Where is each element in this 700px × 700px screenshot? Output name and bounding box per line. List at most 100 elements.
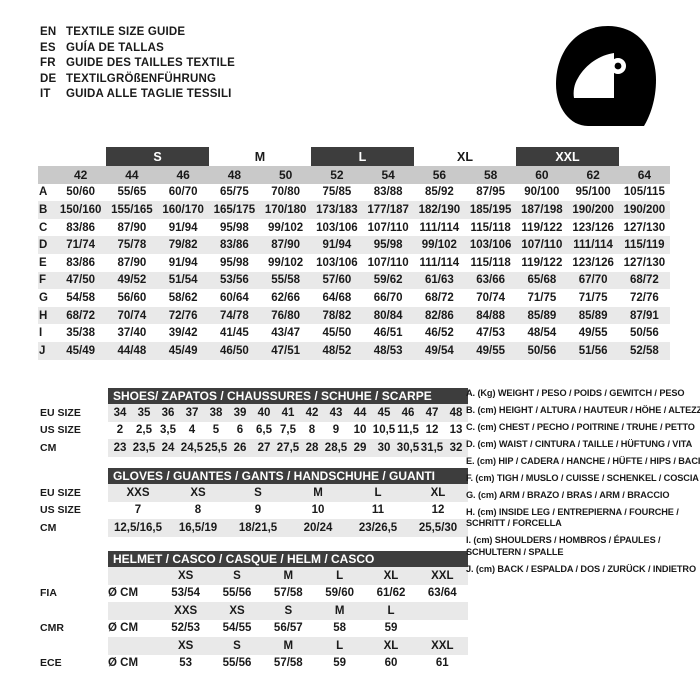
cell-value: 9	[332, 424, 340, 437]
cell-value: S	[254, 486, 262, 499]
measurement-key: B	[39, 203, 48, 216]
table-row: EU SIZE XXS XS S M L XL	[38, 484, 468, 502]
row-values: 12,5/16,5 16,5/19 18/21,5 20/24 23/26,5 25,5/…	[108, 519, 468, 537]
size-number: 48	[227, 167, 242, 182]
measurement-value: 83/86	[219, 239, 249, 252]
measurement-value: 103/106	[316, 221, 358, 234]
legend-item: B. (cm) HEIGHT / ALTURA / HAUTEUR / HÖHE…	[466, 405, 700, 417]
measurement-value: 60/70	[168, 186, 198, 199]
measurement-value: 127/130	[623, 256, 666, 269]
measurement-value: 70/74	[117, 309, 147, 322]
measurement-value: 85/89	[578, 309, 608, 322]
measurement-value: 150/160	[59, 203, 102, 216]
helmet-size-label: L	[387, 604, 395, 617]
measurement-value: 35/38	[66, 327, 96, 340]
row-label: CM	[40, 441, 57, 454]
unit-label: Ø CM	[108, 657, 139, 670]
row-values: XS S M L XL XXL	[108, 567, 468, 585]
legend-key: I. (cm)	[466, 535, 493, 546]
size-number: 54	[381, 167, 395, 182]
cell-value: 26	[233, 441, 247, 454]
size-number: 62	[586, 167, 600, 182]
helmet-size-label: L	[336, 569, 344, 582]
measurement-value: 46/50	[219, 344, 249, 357]
cell-value: 6	[236, 424, 244, 437]
cell-value: 24,5	[180, 441, 204, 454]
size-number: 46	[176, 167, 190, 182]
cell-value: 5	[212, 424, 220, 437]
measurement-value: 48/53	[373, 344, 403, 357]
legend-item: E. (cm) HIP / CADERA / HANCHE / HÜFTE / …	[466, 456, 700, 468]
size-number: 42	[73, 167, 88, 182]
measurement-value: 45/49	[66, 344, 96, 357]
measurement-value: 75/85	[322, 186, 352, 199]
legend-item: D. (cm) WAIST / CINTURA / TAILLE / HÜFTU…	[466, 439, 694, 451]
helmet-measure-value: 60	[384, 657, 398, 670]
language-code: IT	[40, 88, 51, 100]
language-title: GUIDA ALLE TAGLIE TESSILI	[66, 88, 232, 100]
cell-value: 24	[161, 441, 175, 454]
measurement-value: 50/56	[527, 344, 557, 357]
helmet-title: HELMET / CASCO / CASQUE / HELM / CASCO	[108, 551, 468, 567]
measurement-value: 59/62	[373, 274, 403, 287]
helmet-measure-value: 55/56	[222, 657, 252, 670]
cell-value: 23	[113, 441, 127, 454]
measurement-value: 55/58	[271, 274, 301, 287]
measurement-value: 87/90	[271, 239, 301, 252]
cell-value: 31,5	[420, 441, 444, 454]
helmet-size-label: L	[336, 639, 344, 652]
helmet-measure-value: 58	[333, 622, 347, 635]
row-values: 2 2,5 3,5 4 5 6 6,5 7,5 8 9 10 10,5 11,5 12 13	[108, 421, 468, 439]
measurement-value: 46/51	[373, 327, 403, 340]
measurement-value: 57/60	[322, 274, 352, 287]
row-values: 34 35 36 37 38 39 40 41 42 43 44 45 46 47 48	[108, 404, 468, 422]
table-row: EU SIZE 34 35 36 37 38 39 40 41 42 43 44 45 46 47 48	[38, 404, 468, 422]
measurement-value: 91/94	[168, 256, 198, 269]
measurement-value: 91/94	[168, 221, 198, 234]
helmet-size-label: XL	[383, 639, 399, 652]
cell-value: 11,5	[397, 424, 419, 437]
cell-value: 3,5	[160, 424, 176, 437]
cell-value: 32	[449, 441, 463, 454]
gloves-title: GLOVES / GUANTES / GANTS / HANDSCHUHE / …	[108, 468, 468, 484]
racing-helmet-icon	[548, 22, 668, 134]
table-row: D 71/74 75/78 79/82 83/86 87/90 91/94 95/98 99/1…	[38, 236, 670, 254]
measurement-key: H	[39, 309, 48, 322]
measurement-key: G	[39, 291, 48, 304]
helmet-measure-value: 52/53	[171, 622, 201, 635]
measurement-value: 99/102	[268, 221, 304, 234]
language-row: DE TEXTILGRÖßENFÜHRUNG	[40, 73, 235, 89]
measurement-value: 68/72	[629, 274, 659, 287]
measurement-value: 107/110	[367, 256, 409, 269]
language-header: EN TEXTILE SIZE GUIDE ES GUÍA DE TALLAS FR GU…	[40, 26, 235, 104]
measurement-legend: A. (Kg) WEIGHT / PESO / POIDS / GEWITCH …	[466, 388, 700, 581]
measurement-value: 173/183	[316, 203, 358, 216]
cell-value: 13	[449, 424, 463, 437]
table-row: J 45/49 44/48 45/49 46/50 47/51 48/52 48/53 49/5…	[38, 341, 670, 360]
size-number: 50	[278, 167, 293, 182]
measurement-value: 56/60	[117, 291, 147, 304]
cell-value: 25,5/30	[418, 521, 458, 534]
measurement-value: 37/40	[117, 327, 147, 340]
legend-text: SHOULDERS / HOMBROS / ÉPAULES / SCHULTER…	[466, 535, 661, 558]
measurement-value: 83/88	[373, 186, 403, 199]
measurement-value: 49/54	[424, 344, 454, 357]
legend-item: H. (cm) INSIDE LEG / ENTREPIERNA / FOURC…	[466, 507, 694, 530]
legend-key: H. (cm)	[466, 506, 497, 517]
size-number: 60	[535, 167, 549, 182]
measurement-value: 103/106	[469, 239, 512, 252]
cell-value: 2,5	[136, 424, 152, 437]
measurement-value: 83/86	[66, 256, 96, 269]
cell-value: L	[374, 486, 382, 499]
cell-value: 4	[188, 424, 196, 437]
shoes-title: SHOES/ ZAPATOS / CHAUSSURES / SCHUHE / S…	[108, 388, 468, 404]
measurement-value: 47/51	[271, 344, 301, 357]
measurement-value: 47/53	[476, 327, 506, 340]
measurement-value: 75/78	[117, 239, 147, 252]
helmet-size-label: M	[283, 569, 294, 582]
row-values: XXS XS S M L XL	[108, 484, 468, 502]
cell-value: 39	[233, 406, 247, 419]
legend-text: CHEST / PECHO / POITRINE / TRUHE / PETTO	[496, 421, 695, 432]
helmet-measure-value: 59/60	[325, 587, 355, 600]
cell-value: M	[313, 486, 323, 499]
